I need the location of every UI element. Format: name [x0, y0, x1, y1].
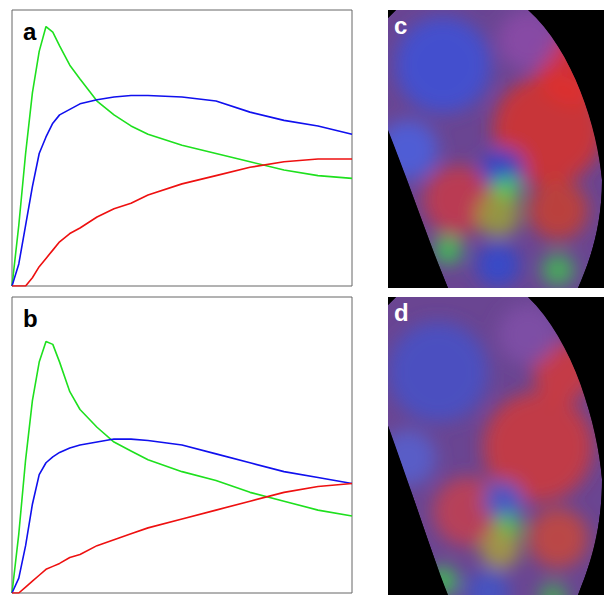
svg-text:a: a [23, 18, 37, 45]
svg-text:d: d [394, 299, 409, 326]
svg-text:c: c [394, 12, 407, 39]
svg-text:b: b [23, 305, 38, 332]
